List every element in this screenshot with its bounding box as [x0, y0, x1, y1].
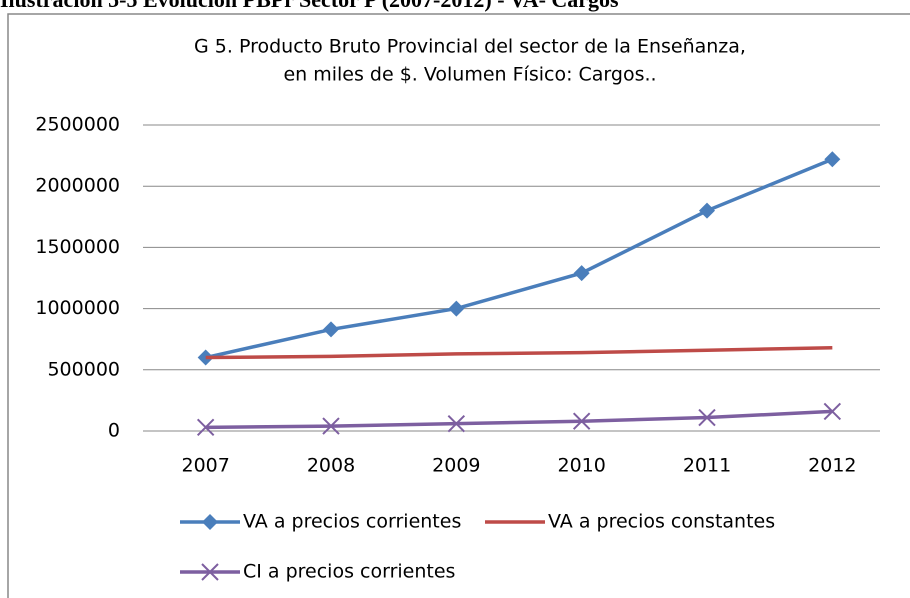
- legend-label: VA a precios constantes: [548, 511, 775, 533]
- x-tick-label: 2008: [307, 455, 355, 477]
- x-tick-label: 2010: [557, 455, 605, 477]
- legend-label: CI a precios corrientes: [243, 561, 455, 583]
- line: [205, 157, 833, 360]
- marker: [824, 151, 841, 168]
- line: [205, 346, 833, 360]
- x-tick-label: 2011: [683, 455, 731, 477]
- x-tick-label: 2009: [432, 455, 480, 477]
- y-tick-label: 2000000: [35, 175, 120, 197]
- marker: [196, 418, 215, 437]
- marker: [447, 414, 466, 433]
- x-tick-label: 2012: [808, 455, 856, 477]
- marker: [573, 265, 590, 282]
- line: [205, 409, 833, 430]
- chart-title: en miles de $. Volumen Físico: Cargos..: [283, 64, 656, 86]
- x-tick-label: 2007: [181, 455, 229, 477]
- legend-label: VA a precios corrientes: [243, 511, 461, 533]
- marker: [823, 402, 842, 421]
- y-tick-label: 1000000: [35, 297, 120, 319]
- caption: Ilustración 5-5 Evolución PBPr Sector P …: [0, 0, 619, 12]
- marker: [699, 202, 715, 219]
- marker: [572, 412, 591, 430]
- y-tick-label: 2500000: [35, 114, 120, 136]
- marker: [698, 408, 716, 427]
- legend-marker: [201, 563, 219, 581]
- marker: [323, 321, 339, 338]
- chart-title: G 5. Producto Bruto Provincial del secto…: [194, 36, 746, 58]
- marker: [322, 417, 340, 435]
- legend-marker: [202, 514, 218, 530]
- y-tick-label: 500000: [47, 358, 120, 380]
- y-tick-label: 0: [108, 420, 120, 442]
- y-tick-label: 1500000: [35, 236, 120, 258]
- marker: [448, 300, 465, 317]
